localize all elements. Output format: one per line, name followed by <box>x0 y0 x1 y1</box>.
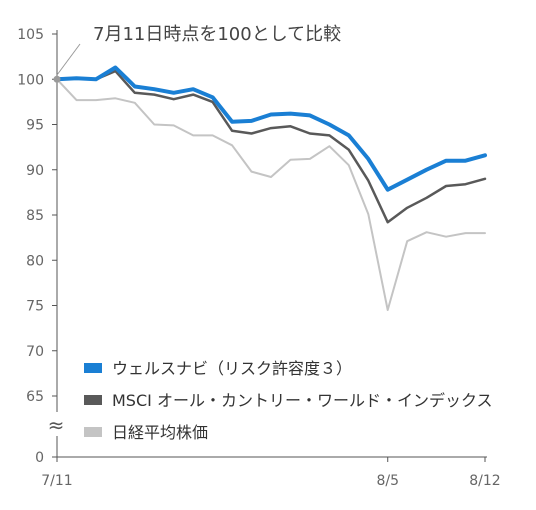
legend-swatch <box>84 363 102 373</box>
y-tick-label: 80 <box>26 253 44 269</box>
series-line-2 <box>55 69 487 224</box>
y-tick-label: 70 <box>26 344 44 360</box>
legend-swatch <box>84 395 102 405</box>
y-tick-label: 100 <box>17 72 44 88</box>
legend-swatch <box>84 427 102 437</box>
y-tick-label: 95 <box>26 118 44 134</box>
legend-label: MSCI オール・カントリー・ワールド・インデックス <box>112 391 492 410</box>
y-axis-break-icon: ≈ <box>48 413 65 437</box>
y-tick-label: 85 <box>26 208 44 224</box>
series-lines <box>53 65 487 311</box>
annotation-leader-line <box>56 43 81 76</box>
x-axis: 7/11 8/5 8/12 <box>41 456 501 489</box>
legend-label: ウェルスナビ（リスク許容度３） <box>112 359 352 378</box>
x-tick-label: 8/5 <box>376 473 399 489</box>
annotation-text: 7月11日時点を100として比較 <box>93 24 341 45</box>
legend: ウェルスナビ（リスク許容度３） MSCI オール・カントリー・ワールド・インデック… <box>84 359 492 442</box>
x-tick-label: 8/12 <box>469 473 500 489</box>
y-tick-label: 75 <box>26 299 44 315</box>
baseline-point <box>53 75 61 83</box>
y-tick-label: 65 <box>26 389 44 405</box>
y-tick-label: 105 <box>17 27 44 43</box>
series-line-1 <box>55 65 487 192</box>
y-tick-label: 0 <box>35 450 44 466</box>
y-axis: 0 65 70 75 80 85 90 95 100 105 ≈ <box>17 27 64 466</box>
series-line-3 <box>56 78 486 311</box>
legend-label: 日経平均株価 <box>112 423 208 442</box>
annotation: 7月11日時点を100として比較 <box>56 24 341 76</box>
y-tick-label: 90 <box>26 163 44 179</box>
x-tick-label: 7/11 <box>41 473 72 489</box>
